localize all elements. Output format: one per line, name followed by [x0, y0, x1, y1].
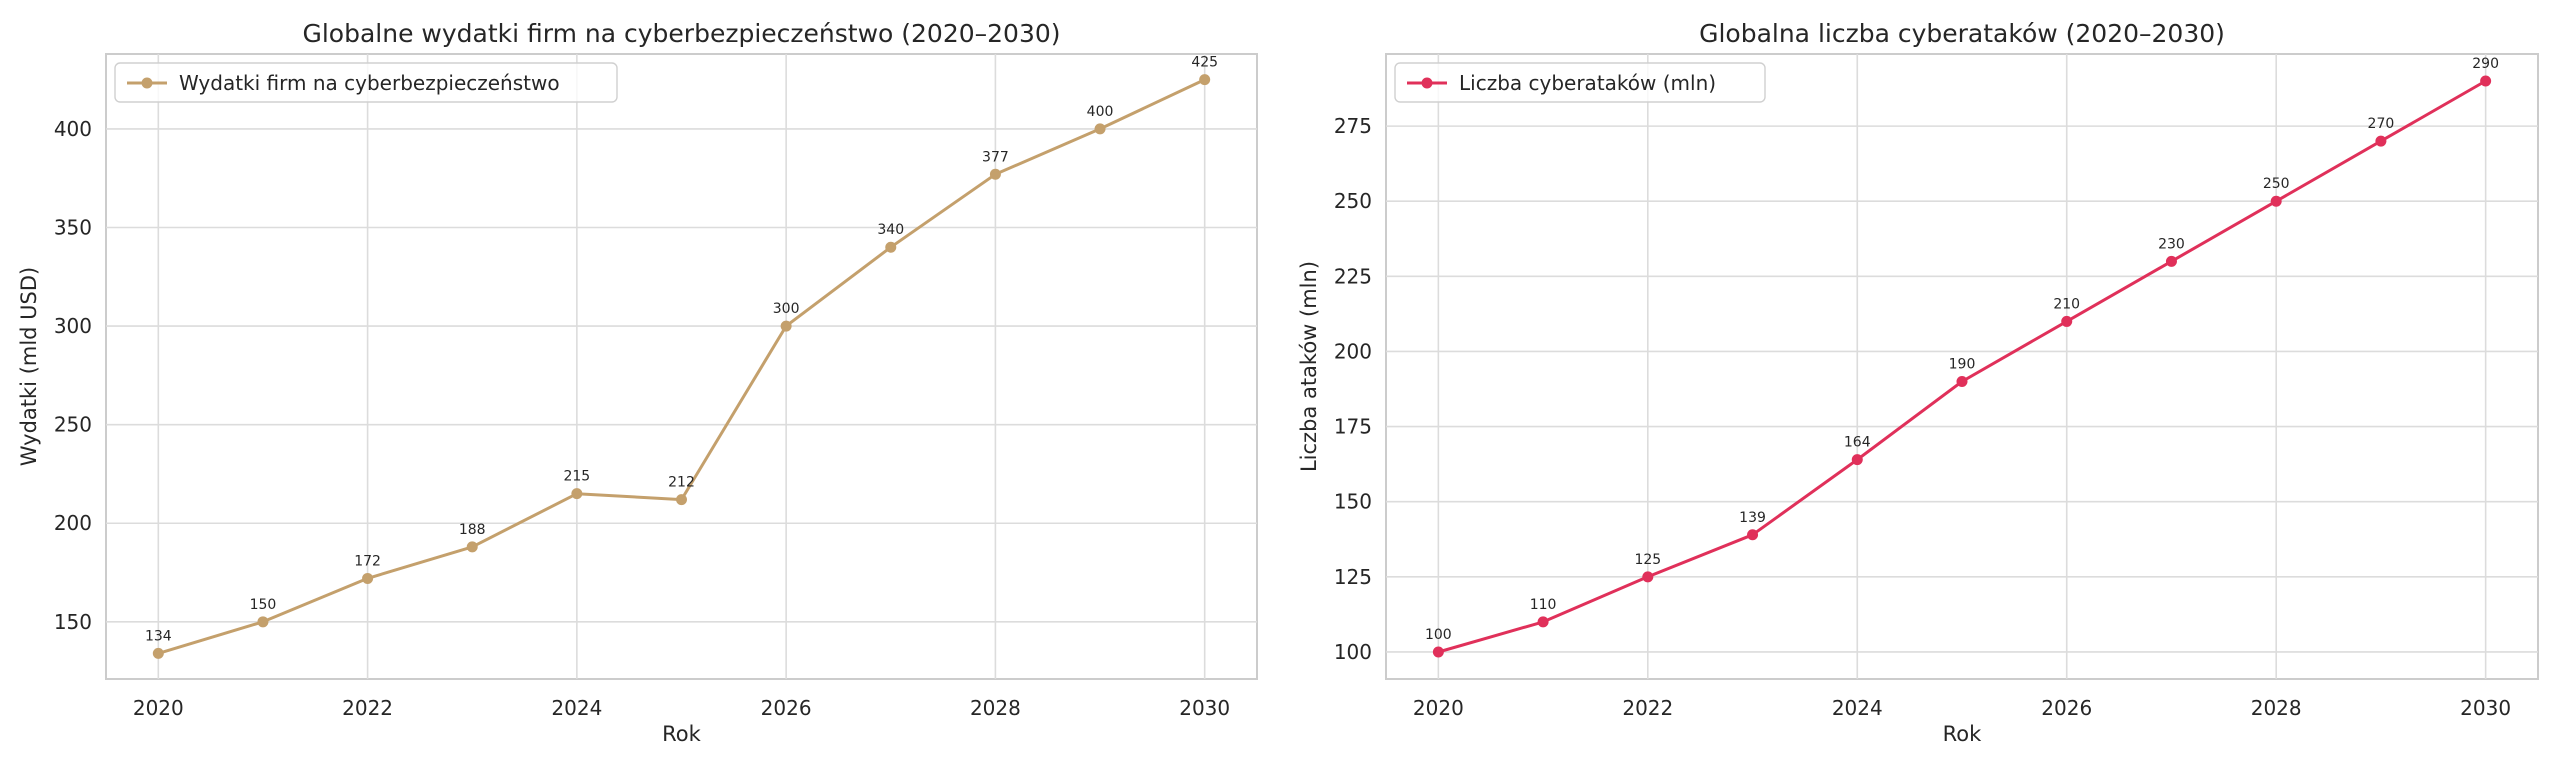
- attacks-data-label: 290: [2472, 56, 2499, 72]
- attacks-data-label: 270: [2368, 116, 2395, 132]
- attacks-x-axis-label: Rok: [1943, 722, 1982, 746]
- attacks-y-tick-label: 200: [1334, 339, 1372, 363]
- attacks-x-tick-label: 2020: [1413, 696, 1464, 720]
- attacks-data-label: 164: [1844, 435, 1871, 451]
- spending-data-label: 425: [1191, 55, 1218, 71]
- attacks-data-point: [1851, 454, 1863, 466]
- spending-data-point: [257, 616, 269, 628]
- spending-data-label: 134: [145, 628, 172, 644]
- spending-x-axis-label: Rok: [662, 722, 701, 746]
- attacks-data-point: [2061, 315, 2073, 327]
- attacks-data-label: 110: [1530, 597, 1557, 613]
- attacks-data-label: 230: [2158, 236, 2185, 252]
- spending-data-label: 215: [563, 469, 590, 485]
- spending-chart-title: Globalne wydatki firm na cyberbezpieczeń…: [302, 19, 1060, 48]
- attacks-data-label: 100: [1425, 627, 1452, 643]
- spending-data-point: [1094, 123, 1106, 135]
- spending-y-tick-label: 350: [54, 216, 92, 240]
- spending-data-point: [571, 488, 583, 500]
- attacks-data-point: [1956, 376, 1968, 388]
- spending-y-tick-label: 150: [54, 610, 92, 634]
- attacks-data-label: 190: [1949, 357, 1976, 373]
- spending-x-tick-label: 2030: [1179, 696, 1230, 720]
- spending-data-label: 377: [982, 149, 1009, 165]
- spending-data-point: [466, 541, 478, 553]
- attacks-y-tick-label: 125: [1334, 565, 1372, 589]
- attacks-data-point: [1537, 616, 1549, 628]
- spending-x-tick-label: 2026: [761, 696, 812, 720]
- spending-data-point: [152, 647, 164, 659]
- attacks-y-tick-label: 175: [1334, 415, 1372, 439]
- spending-data-point: [362, 572, 374, 584]
- attacks-x-tick-label: 2022: [1622, 696, 1673, 720]
- spending-legend-marker: [141, 77, 153, 89]
- attacks-legend-label: Liczba cyberataków (mln): [1459, 71, 1716, 95]
- spending-data-label: 400: [1087, 104, 1114, 120]
- spending-data-point: [1199, 74, 1211, 86]
- attacks-data-point: [2375, 135, 2387, 147]
- spending-data-point: [885, 241, 897, 253]
- attacks-data-point: [1432, 646, 1444, 658]
- spending-data-label: 172: [354, 553, 381, 569]
- attacks-y-tick-label: 225: [1334, 264, 1372, 288]
- spending-y-tick-label: 400: [54, 117, 92, 141]
- attacks-data-label: 139: [1739, 510, 1766, 526]
- spending-x-tick-label: 2020: [133, 696, 184, 720]
- attacks-data-point: [2270, 195, 2282, 207]
- spending-legend-label: Wydatki firm na cyberbezpieczeństwo: [179, 71, 560, 95]
- spending-x-tick-label: 2028: [970, 696, 1021, 720]
- attacks-y-tick-label: 100: [1334, 640, 1372, 664]
- attacks-x-tick-label: 2026: [2041, 696, 2092, 720]
- spending-plot-area: [105, 53, 1258, 680]
- attacks-plot-area: [1385, 53, 2539, 680]
- attacks-data-point: [1747, 529, 1759, 541]
- spending-y-tick-label: 200: [54, 511, 92, 535]
- attacks-data-point: [2165, 255, 2177, 267]
- spending-data-point: [989, 168, 1001, 180]
- spending-data-point: [676, 494, 687, 506]
- attacks-x-tick-label: 2030: [2460, 696, 2511, 720]
- attacks-y-tick-label: 250: [1334, 189, 1372, 213]
- spending-data-label: 150: [250, 597, 277, 613]
- attacks-y-tick-label: 150: [1334, 490, 1372, 514]
- spending-y-tick-label: 250: [54, 413, 92, 437]
- attacks-data-point: [1642, 571, 1654, 583]
- attacks-legend-box: [1394, 62, 1766, 103]
- attacks-y-axis-label: Liczba ataków (mln): [1297, 261, 1321, 472]
- spending-y-axis-label: Wydatki (mld USD): [17, 267, 41, 466]
- attacks-y-tick-label: 275: [1334, 114, 1372, 138]
- attacks-data-label: 125: [1634, 552, 1661, 568]
- attacks-data-label: 210: [2053, 296, 2080, 312]
- attacks-x-tick-label: 2024: [1832, 696, 1883, 720]
- spending-y-tick-label: 300: [54, 314, 92, 338]
- spending-legend-box: [114, 62, 618, 103]
- attacks-data-label: 250: [2263, 176, 2290, 192]
- spending-data-point: [780, 320, 792, 332]
- spending-chart: 2020 2022 2024 2026 2028 2030 150 200 250 300 350 4…: [17, 19, 1258, 746]
- spending-data-label: 212: [668, 475, 695, 491]
- attacks-legend-marker: [1421, 77, 1433, 89]
- spending-data-label: 340: [877, 222, 904, 238]
- spending-data-label: 188: [459, 522, 486, 538]
- spending-data-label: 300: [773, 301, 800, 317]
- attacks-x-tick-label: 2028: [2251, 696, 2302, 720]
- attacks-data-point: [2480, 75, 2492, 87]
- attacks-chart: 2020 2022 2024 2026 2028 2030 100 125 150 175 200 2…: [1297, 19, 2539, 746]
- spending-x-tick-label: 2022: [342, 696, 393, 720]
- attacks-chart-title: Globalna liczba cyberataków (2020–2030): [1699, 19, 2225, 48]
- spending-x-tick-label: 2024: [551, 696, 602, 720]
